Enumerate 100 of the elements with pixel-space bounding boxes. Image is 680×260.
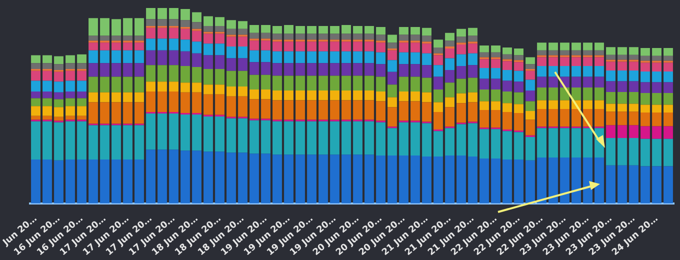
bar bbox=[388, 34, 397, 43]
bar bbox=[100, 18, 110, 36]
bar bbox=[296, 51, 305, 64]
bar bbox=[560, 158, 570, 204]
bar bbox=[468, 44, 478, 54]
bar bbox=[123, 18, 132, 36]
bar bbox=[88, 125, 98, 160]
bar bbox=[640, 166, 650, 204]
bar bbox=[100, 159, 110, 204]
bar bbox=[112, 102, 121, 124]
bar bbox=[42, 80, 52, 92]
bar bbox=[100, 92, 110, 102]
bar bbox=[560, 57, 570, 66]
bar bbox=[480, 158, 489, 204]
bar bbox=[42, 98, 52, 106]
bar bbox=[652, 82, 662, 94]
bar bbox=[330, 121, 340, 155]
bar bbox=[664, 104, 673, 113]
bar bbox=[146, 150, 156, 204]
bar bbox=[514, 132, 524, 160]
bar bbox=[250, 154, 259, 204]
bar bbox=[31, 55, 40, 64]
bar bbox=[66, 63, 75, 69]
bar bbox=[572, 66, 581, 77]
bar bbox=[192, 150, 202, 204]
bar bbox=[456, 156, 466, 204]
bar bbox=[353, 100, 362, 120]
bar bbox=[180, 82, 190, 92]
bar bbox=[54, 92, 64, 100]
bar bbox=[445, 40, 454, 46]
bar bbox=[134, 36, 144, 41]
bar bbox=[618, 62, 627, 71]
bar bbox=[250, 99, 259, 119]
bar bbox=[284, 51, 294, 64]
bar bbox=[296, 121, 305, 155]
bar bbox=[146, 50, 156, 66]
bar bbox=[31, 70, 40, 81]
bar bbox=[54, 107, 64, 117]
bar bbox=[572, 42, 581, 50]
bar bbox=[422, 36, 432, 42]
bar bbox=[192, 42, 202, 54]
bar bbox=[606, 70, 616, 82]
bar bbox=[548, 88, 558, 100]
bar bbox=[664, 72, 673, 82]
bar bbox=[134, 50, 144, 64]
bar bbox=[434, 102, 443, 112]
bar bbox=[480, 46, 489, 52]
bar bbox=[134, 42, 144, 50]
bar bbox=[422, 102, 432, 122]
bar bbox=[502, 61, 512, 70]
bar bbox=[42, 55, 52, 64]
bar bbox=[88, 63, 98, 77]
bar bbox=[606, 62, 616, 71]
bar bbox=[456, 78, 466, 94]
bar bbox=[376, 64, 386, 77]
bar bbox=[238, 152, 248, 204]
bar bbox=[537, 66, 546, 77]
bar bbox=[250, 62, 259, 75]
bar bbox=[480, 89, 489, 102]
bar bbox=[226, 58, 236, 71]
bar bbox=[330, 154, 340, 204]
bar bbox=[526, 160, 535, 204]
bar bbox=[640, 138, 650, 166]
bar bbox=[100, 50, 110, 64]
bar bbox=[583, 158, 592, 204]
bar bbox=[204, 44, 213, 56]
bar bbox=[606, 112, 616, 126]
bar bbox=[330, 51, 340, 64]
bar bbox=[399, 34, 408, 41]
bar bbox=[560, 109, 570, 127]
bar bbox=[353, 121, 362, 155]
bar bbox=[594, 109, 604, 127]
bar bbox=[169, 150, 178, 204]
bar bbox=[261, 62, 270, 75]
bar bbox=[272, 121, 282, 155]
bar bbox=[618, 70, 627, 82]
bar bbox=[169, 82, 178, 92]
bar bbox=[548, 128, 558, 158]
bar bbox=[204, 116, 213, 152]
bar bbox=[226, 118, 236, 153]
bar bbox=[123, 76, 132, 92]
bar bbox=[134, 125, 144, 160]
bar bbox=[388, 60, 397, 72]
bar bbox=[629, 47, 638, 55]
bar bbox=[284, 154, 294, 204]
bar bbox=[468, 53, 478, 66]
bar bbox=[77, 70, 86, 81]
bar bbox=[284, 121, 294, 155]
bar bbox=[31, 121, 40, 160]
bar bbox=[445, 70, 454, 83]
bar bbox=[204, 26, 213, 32]
bar bbox=[618, 165, 627, 204]
bar bbox=[250, 74, 259, 90]
bar bbox=[422, 44, 432, 54]
bar bbox=[318, 63, 328, 76]
bar bbox=[112, 125, 121, 160]
bar bbox=[250, 120, 259, 154]
bar bbox=[445, 97, 454, 108]
bar bbox=[548, 109, 558, 127]
bar bbox=[88, 92, 98, 102]
